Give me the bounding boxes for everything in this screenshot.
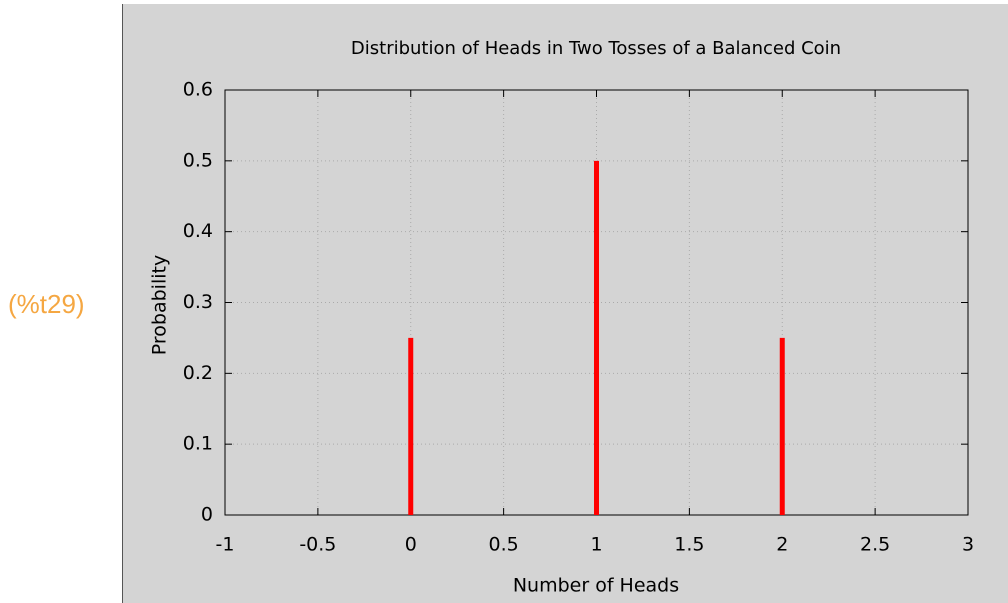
y-tick-label: 0.2 xyxy=(183,362,213,384)
x-tick-label: 2.5 xyxy=(860,534,890,556)
x-tick-label: 1 xyxy=(590,534,602,556)
y-tick-label: 0.4 xyxy=(183,220,213,242)
y-tick-label: 0.3 xyxy=(183,291,213,313)
x-tick-label: -0.5 xyxy=(299,534,336,556)
x-tick-label: 0 xyxy=(405,534,417,556)
x-tick-label: -1 xyxy=(216,534,235,556)
y-tick-label: 0.6 xyxy=(183,79,213,101)
chart-title: Distribution of Heads in Two Tosses of a… xyxy=(351,38,841,59)
x-tick-label: 0.5 xyxy=(489,534,519,556)
x-tick-label: 3 xyxy=(962,534,974,556)
x-tick-label: 2 xyxy=(776,534,788,556)
x-axis-label: Number of Heads xyxy=(513,575,679,597)
y-tick-label: 0.1 xyxy=(183,433,213,455)
output-label: (%t29) xyxy=(8,289,85,319)
y-tick-label: 0.5 xyxy=(183,149,213,171)
y-axis-label: Probability xyxy=(149,255,171,355)
x-tick-label: 1.5 xyxy=(674,534,704,556)
y-tick-label: 0 xyxy=(201,504,213,526)
plot-panel xyxy=(122,4,1008,603)
